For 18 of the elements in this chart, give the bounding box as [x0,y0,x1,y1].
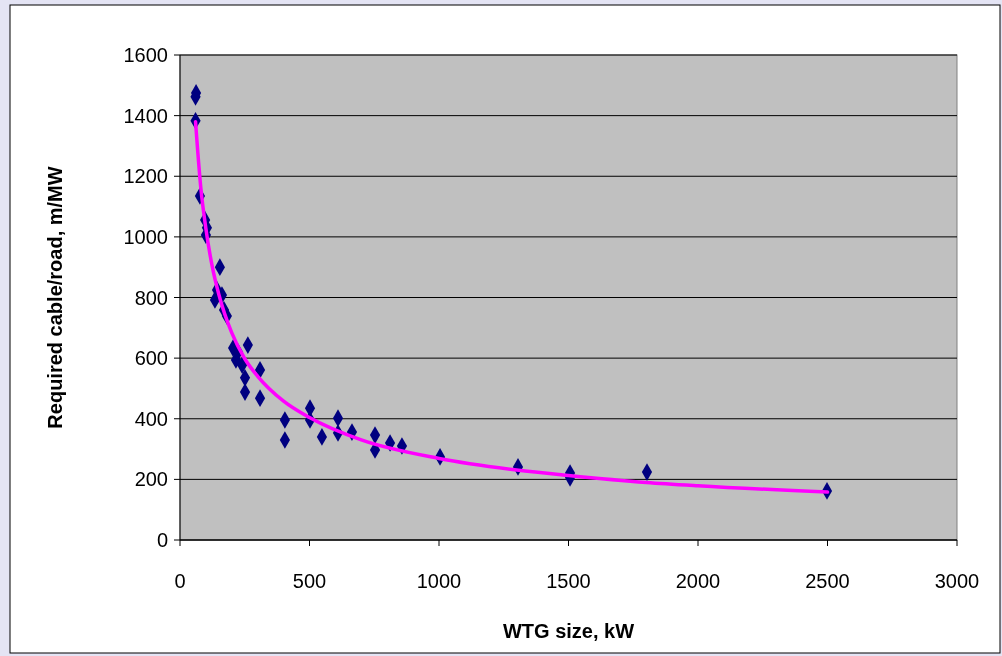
y-tick-label: 1200 [123,165,168,188]
x-tick-label: 1000 [416,570,462,592]
x-axis-title: WTG size, kW [502,620,635,642]
y-axis-title: Required cable/road, m/MW [44,166,66,429]
y-tick-label: 400 [134,407,168,430]
y-tick-label: 800 [134,286,168,309]
x-tick-label: 1500 [546,570,591,592]
x-tick-label: 500 [292,570,327,592]
y-tick-label: 1000 [123,225,168,248]
y-tick-label: 200 [134,468,168,491]
x-tick-label: 2500 [805,570,850,592]
x-tick-label: 2000 [675,570,721,592]
y-tick-label: 1600 [123,44,168,66]
y-tick-label: 600 [134,347,168,370]
y-tick-label: 1400 [123,104,168,127]
x-tick-label: 3000 [934,570,980,592]
y-tick-label: 0 [156,529,168,551]
x-tick-label: 0 [174,570,186,592]
